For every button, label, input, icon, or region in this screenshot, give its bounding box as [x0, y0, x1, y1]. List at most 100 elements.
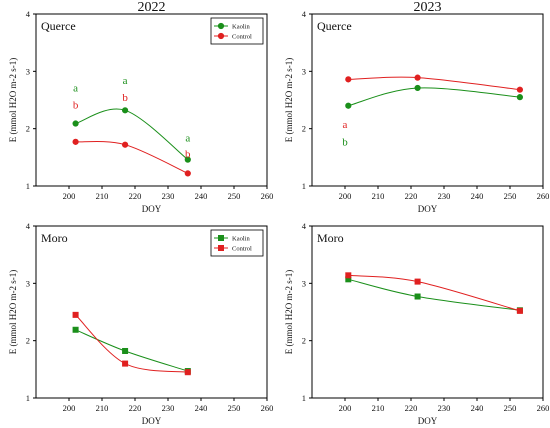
series-line-control	[75, 141, 189, 174]
chart-title: 2022	[138, 0, 166, 15]
y-tick-label: 1	[302, 181, 306, 191]
x-tick-label: 260	[261, 403, 274, 413]
legend-box	[210, 17, 264, 45]
panel-label: Querce	[41, 19, 76, 33]
y-tick-label: 1	[26, 393, 30, 403]
x-axis-label: DOY	[142, 416, 162, 426]
x-tick-label: 220	[129, 191, 142, 201]
data-point-control	[414, 74, 421, 81]
chart-title: 2023	[414, 0, 442, 15]
x-tick-label: 220	[129, 403, 142, 413]
x-tick-label: 200	[339, 191, 352, 201]
y-axis-label: E (mmol H2O m-2 s-1)	[8, 270, 18, 355]
y-tick-label: 3	[26, 66, 30, 76]
y-tick-label: 2	[26, 124, 30, 134]
x-axis-label: DOY	[418, 204, 438, 214]
y-tick-label: 1	[302, 393, 306, 403]
plot-frame	[35, 13, 268, 187]
series-line-control	[348, 274, 521, 312]
plot-frame	[35, 225, 268, 399]
data-point-control	[122, 360, 129, 367]
y-tick-label: 2	[26, 336, 30, 346]
x-tick-label: 200	[63, 191, 76, 201]
data-point-kaolin	[414, 293, 421, 300]
significance-letter: b	[185, 148, 191, 160]
x-tick-label: 260	[537, 191, 550, 201]
chart-panel-1: 2022 200 210 220 230 240 250 260 1 2 3 4 DOY E (mmol …	[8, 0, 273, 214]
y-tick-label: 3	[26, 278, 30, 288]
data-point-control	[72, 138, 79, 145]
significance-letter: b	[122, 92, 128, 104]
panel-label: Querce	[317, 19, 352, 33]
legend-label: Kaolin	[232, 24, 250, 31]
y-tick-label: 4	[26, 9, 31, 19]
x-axis-label: DOY	[142, 204, 162, 214]
x-tick-label: 210	[96, 191, 109, 201]
data-point-kaolin	[72, 120, 79, 127]
data-point-kaolin	[414, 84, 421, 92]
data-point-control	[345, 76, 352, 83]
legend-label: Control	[232, 246, 252, 253]
x-tick-label: 250	[504, 403, 517, 413]
data-point-kaolin	[516, 94, 524, 101]
x-tick-label: 250	[228, 403, 241, 413]
x-axis-label: DOY	[418, 416, 438, 426]
legend-label: Control	[232, 34, 252, 41]
series-line-kaolin	[75, 108, 189, 160]
legend-marker	[218, 235, 225, 242]
data-point-control	[121, 141, 129, 148]
x-tick-label: 230	[438, 403, 451, 413]
y-tick-label: 2	[302, 124, 306, 134]
significance-letter: a	[185, 132, 190, 144]
x-tick-label: 220	[405, 191, 418, 201]
y-axis-label: E (mmol H2O m-2 s-1)	[284, 270, 294, 355]
x-tick-label: 240	[195, 191, 208, 201]
x-tick-label: 210	[372, 403, 385, 413]
y-tick-label: 4	[302, 9, 307, 19]
data-point-kaolin	[122, 347, 129, 354]
chart-panel-2: 2023 200 210 220 230 240 250 260 1 2 3 4 DOY E (mmol …	[284, 0, 549, 214]
legend-label: Kaolin	[232, 236, 250, 243]
x-tick-label: 240	[195, 403, 208, 413]
significance-letter: a	[73, 82, 78, 94]
series-line-control	[75, 314, 188, 373]
data-point-control	[345, 272, 352, 279]
y-tick-label: 3	[302, 66, 306, 76]
panel-label: Moro	[317, 231, 344, 245]
data-point-kaolin	[72, 326, 79, 333]
chart-panel-3: 200 210 220 230 240 250 260 1 2 3 4 DOY E (mmol H2O …	[8, 221, 273, 426]
data-point-control	[72, 311, 79, 318]
plot-frame	[311, 225, 544, 399]
y-tick-label: 2	[302, 336, 306, 346]
significance-letter: a	[343, 119, 348, 131]
x-tick-label: 230	[162, 191, 175, 201]
data-point-control	[414, 278, 421, 285]
data-point-kaolin	[184, 156, 191, 163]
x-tick-label: 250	[228, 191, 241, 201]
legend-marker	[218, 245, 225, 252]
legend: Kaolin Control	[210, 229, 264, 257]
y-axis-label: E (mmol H2O m-2 s-1)	[284, 58, 294, 143]
x-tick-label: 210	[372, 191, 385, 201]
panel-label: Moro	[41, 231, 68, 245]
plot-frame	[311, 13, 544, 187]
data-point-control	[516, 86, 524, 93]
legend-marker	[217, 22, 225, 30]
legend: Kaolin Control	[210, 17, 264, 45]
legend-box	[210, 229, 264, 257]
x-tick-label: 230	[438, 191, 451, 201]
chart-panel-4: 200 210 220 230 240 250 260 1 2 3 4 DOY E (mmol H2O …	[284, 221, 549, 426]
legend-marker	[217, 32, 225, 40]
data-point-kaolin	[345, 102, 352, 109]
y-tick-label: 4	[26, 221, 31, 231]
x-tick-label: 240	[471, 403, 484, 413]
series-line-kaolin	[348, 87, 520, 107]
data-point-kaolin	[121, 107, 129, 114]
x-tick-label: 240	[471, 191, 484, 201]
y-tick-label: 3	[302, 278, 306, 288]
y-axis-label: E (mmol H2O m-2 s-1)	[8, 58, 18, 143]
x-tick-label: 220	[405, 403, 418, 413]
x-tick-label: 230	[162, 403, 175, 413]
y-tick-label: 4	[302, 221, 307, 231]
